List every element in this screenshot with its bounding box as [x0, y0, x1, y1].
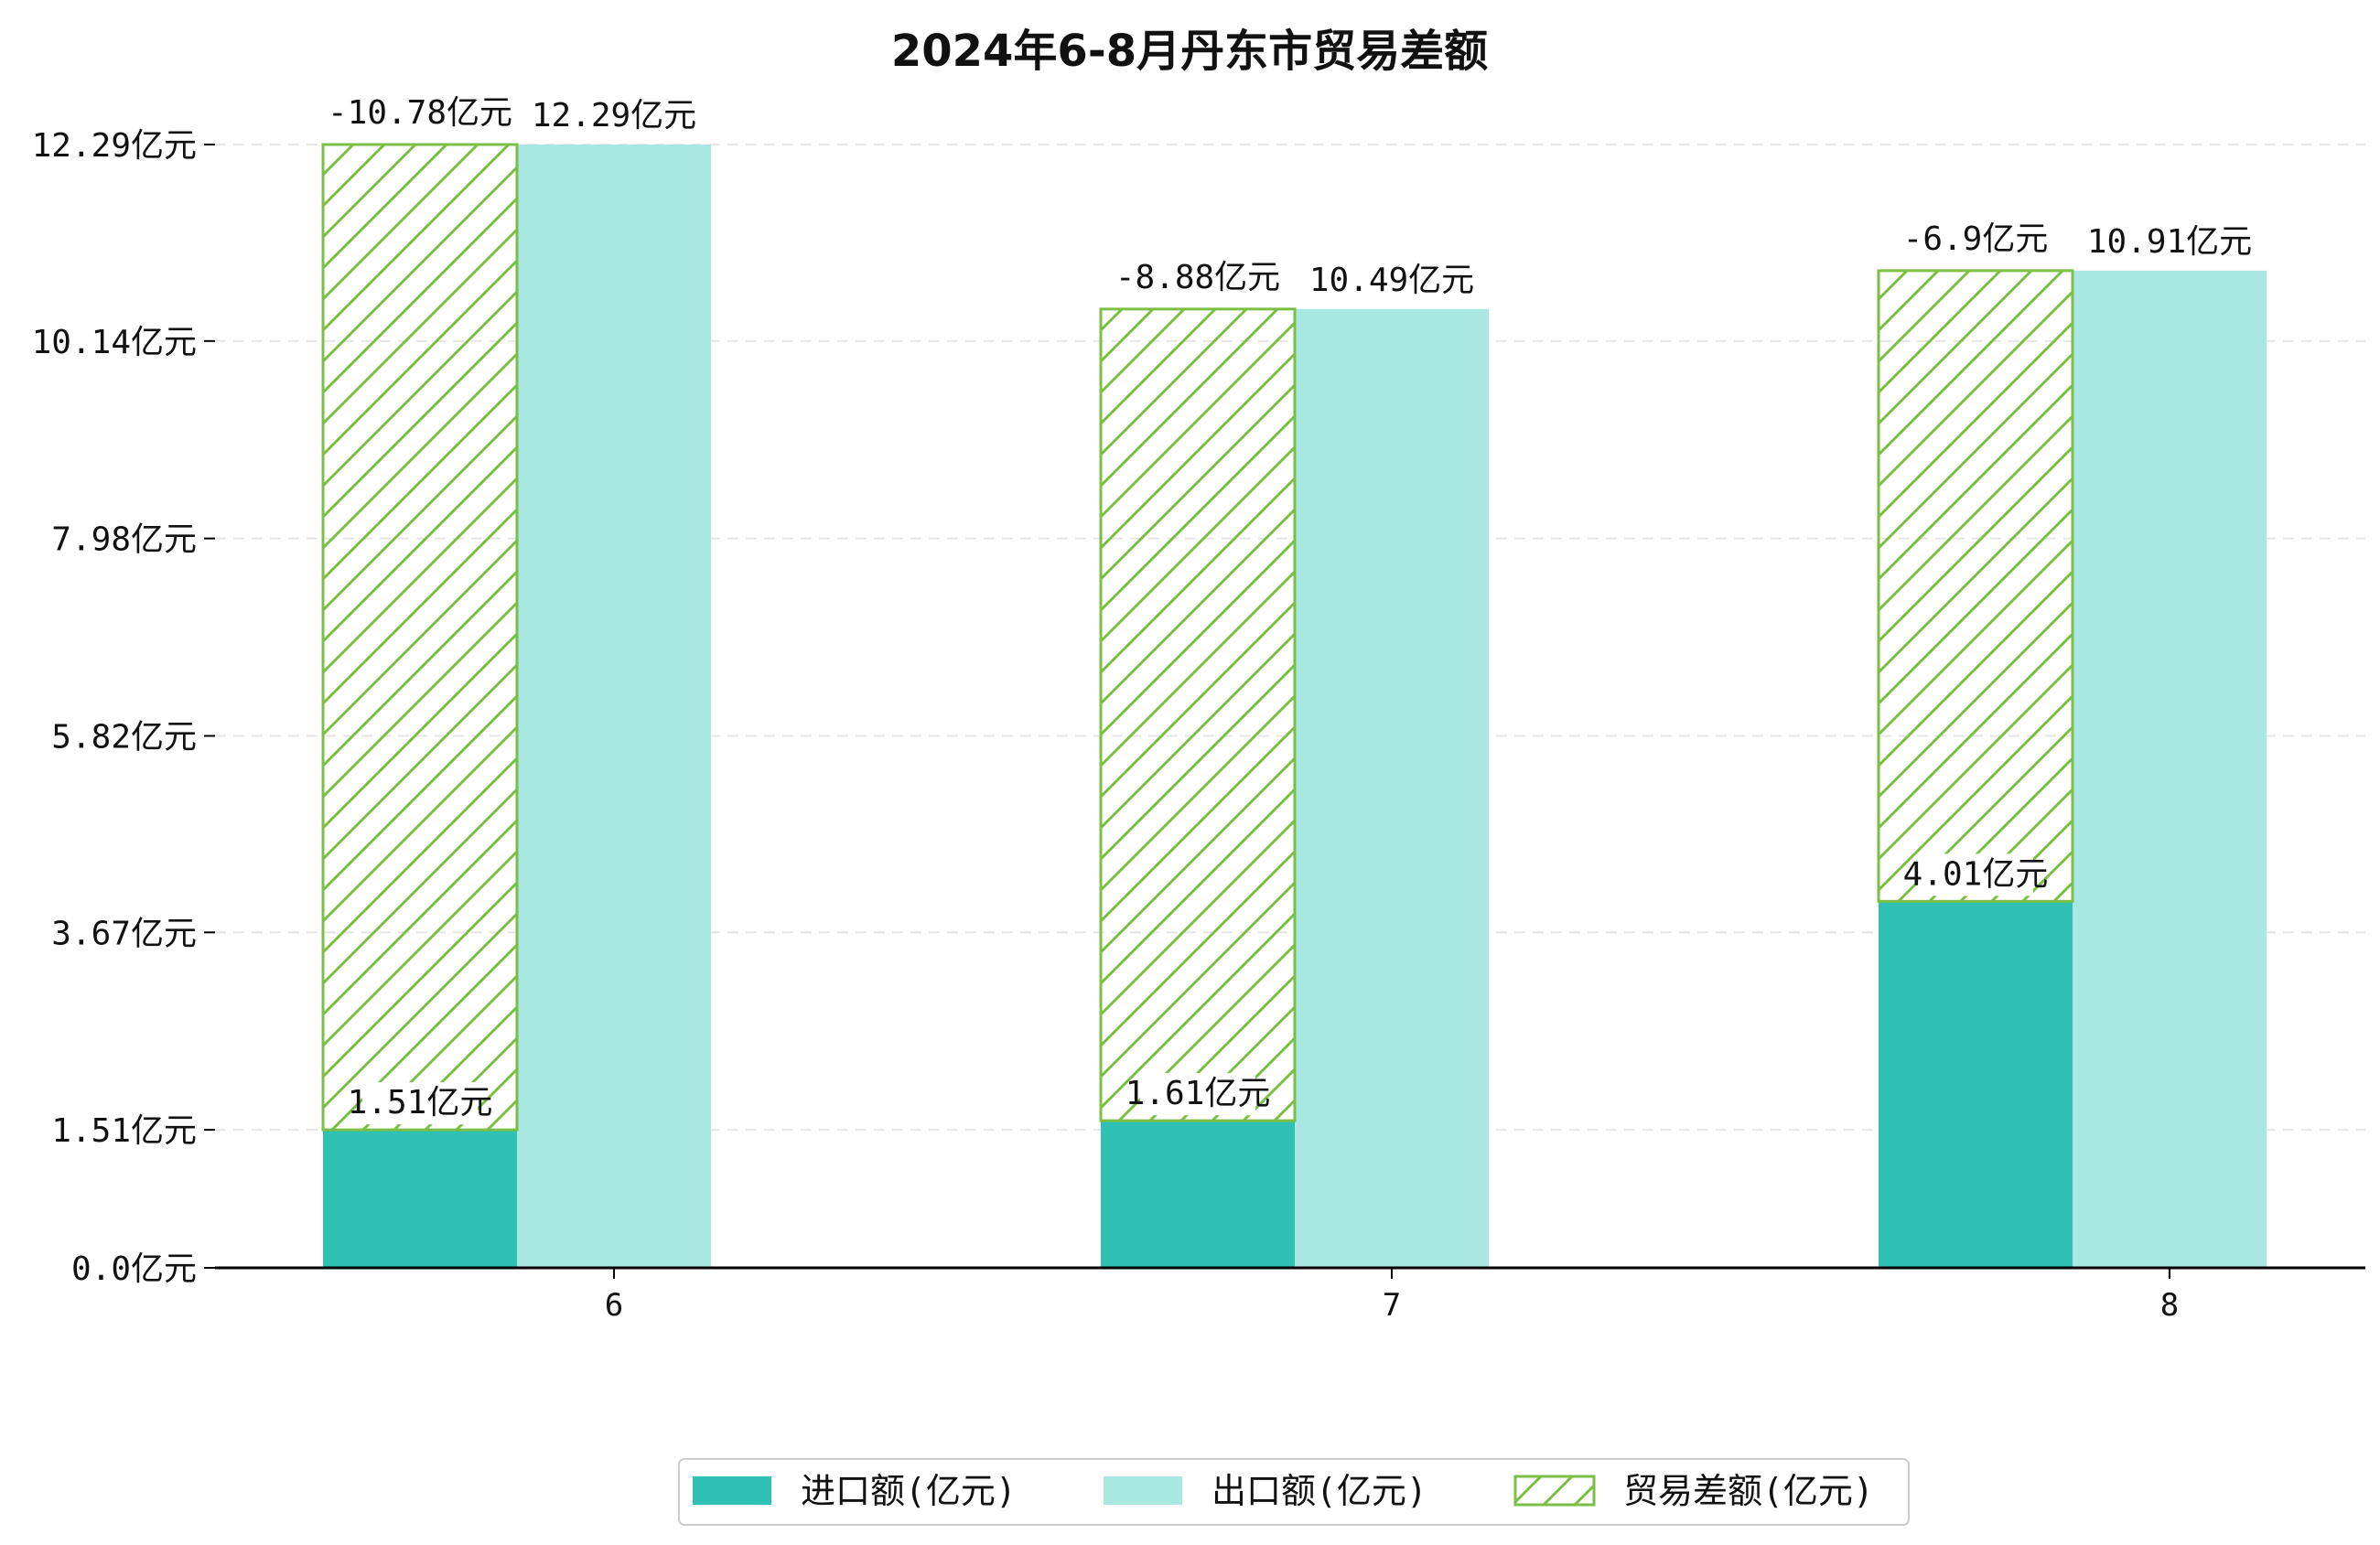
label-import-6-bg [362, 1082, 478, 1125]
x-tick-label: 7 [1383, 1287, 1401, 1324]
legend-item-export-label: 出口额(亿元) [1212, 1471, 1427, 1511]
label-export-8-bg [2103, 220, 2236, 263]
label-balance-7: -8.88亿元 [1115, 259, 1280, 296]
bar-balance-7 [1099, 307, 1297, 1122]
label-balance-7-bg [1131, 256, 1265, 299]
label-export-7: 10.49亿元 [1309, 262, 1474, 299]
legend-item-import-label: 进口额(亿元) [801, 1471, 1017, 1511]
y-tick-label: 5.82亿元 [51, 718, 197, 756]
label-balance-8: -6.9亿元 [1903, 220, 2049, 258]
legend-item-export-swatch [1104, 1476, 1182, 1505]
label-import-7-bg [1140, 1073, 1255, 1116]
legend: 进口额(亿元) 出口额(亿元) 贸易差额(亿元) [678, 1458, 1910, 1526]
legend-item-balance: 贸易差额(亿元) [1513, 1471, 1874, 1511]
bar-export-8 [2073, 270, 2267, 1269]
legend-item-import: 进口额(亿元) [693, 1471, 1017, 1511]
data-labels: 1.51亿元 12.29亿元 -10.78亿元 1.61亿元 10.49亿元 -8.88亿… [328, 92, 2252, 1125]
label-balance-8-bg [1918, 218, 2033, 261]
bar-import-6 [323, 1130, 517, 1268]
label-balance-6: -10.78亿元 [328, 94, 512, 132]
label-import-8-bg [1918, 853, 2033, 896]
y-tick-label: 0.0亿元 [71, 1250, 197, 1288]
bar-export-7 [1295, 308, 1489, 1269]
bars [321, 143, 2267, 1269]
bar-export-6 [517, 145, 711, 1268]
label-export-6: 12.29亿元 [532, 97, 696, 134]
legend-item-import-swatch [693, 1476, 771, 1505]
legend-item-export: 出口额(亿元) [1104, 1471, 1427, 1511]
x-axis: 6 7 8 [215, 1266, 2365, 1324]
label-export-8: 10.91亿元 [2087, 223, 2252, 261]
y-tick-label: 3.67亿元 [51, 915, 197, 952]
y-tick-label: 7.98亿元 [51, 521, 197, 559]
bar-import-7 [1101, 1121, 1295, 1268]
y-tick-label: 1.51亿元 [51, 1112, 197, 1150]
bar-import-8 [1879, 901, 2073, 1268]
label-export-6-bg [547, 95, 681, 137]
label-balance-6-bg [345, 92, 495, 134]
chart-title: 2024年6-8月丹东市贸易差额 [891, 26, 1488, 77]
x-tick-label: 6 [605, 1287, 623, 1324]
y-tick-label: 12.29亿元 [32, 127, 197, 165]
label-import-7: 1.61亿元 [1125, 1075, 1271, 1112]
y-axis: 0.0亿元 1.51亿元 3.67亿元 5.82亿元 7.98亿元 10.14亿元 12.2… [32, 127, 215, 1288]
y-tick-label: 10.14亿元 [32, 324, 197, 361]
label-import-6: 1.51亿元 [348, 1084, 493, 1121]
label-import-8: 4.01亿元 [1903, 855, 2049, 893]
label-export-7-bg [1325, 259, 1459, 302]
legend-box [678, 1458, 1910, 1526]
bar-balance-8 [1877, 269, 2074, 903]
x-tick-label: 8 [2160, 1287, 2179, 1324]
legend-item-balance-label: 贸易差额(亿元) [1623, 1471, 1874, 1511]
legend-item-balance-swatch [1513, 1475, 1596, 1507]
bar-balance-6 [321, 143, 519, 1132]
